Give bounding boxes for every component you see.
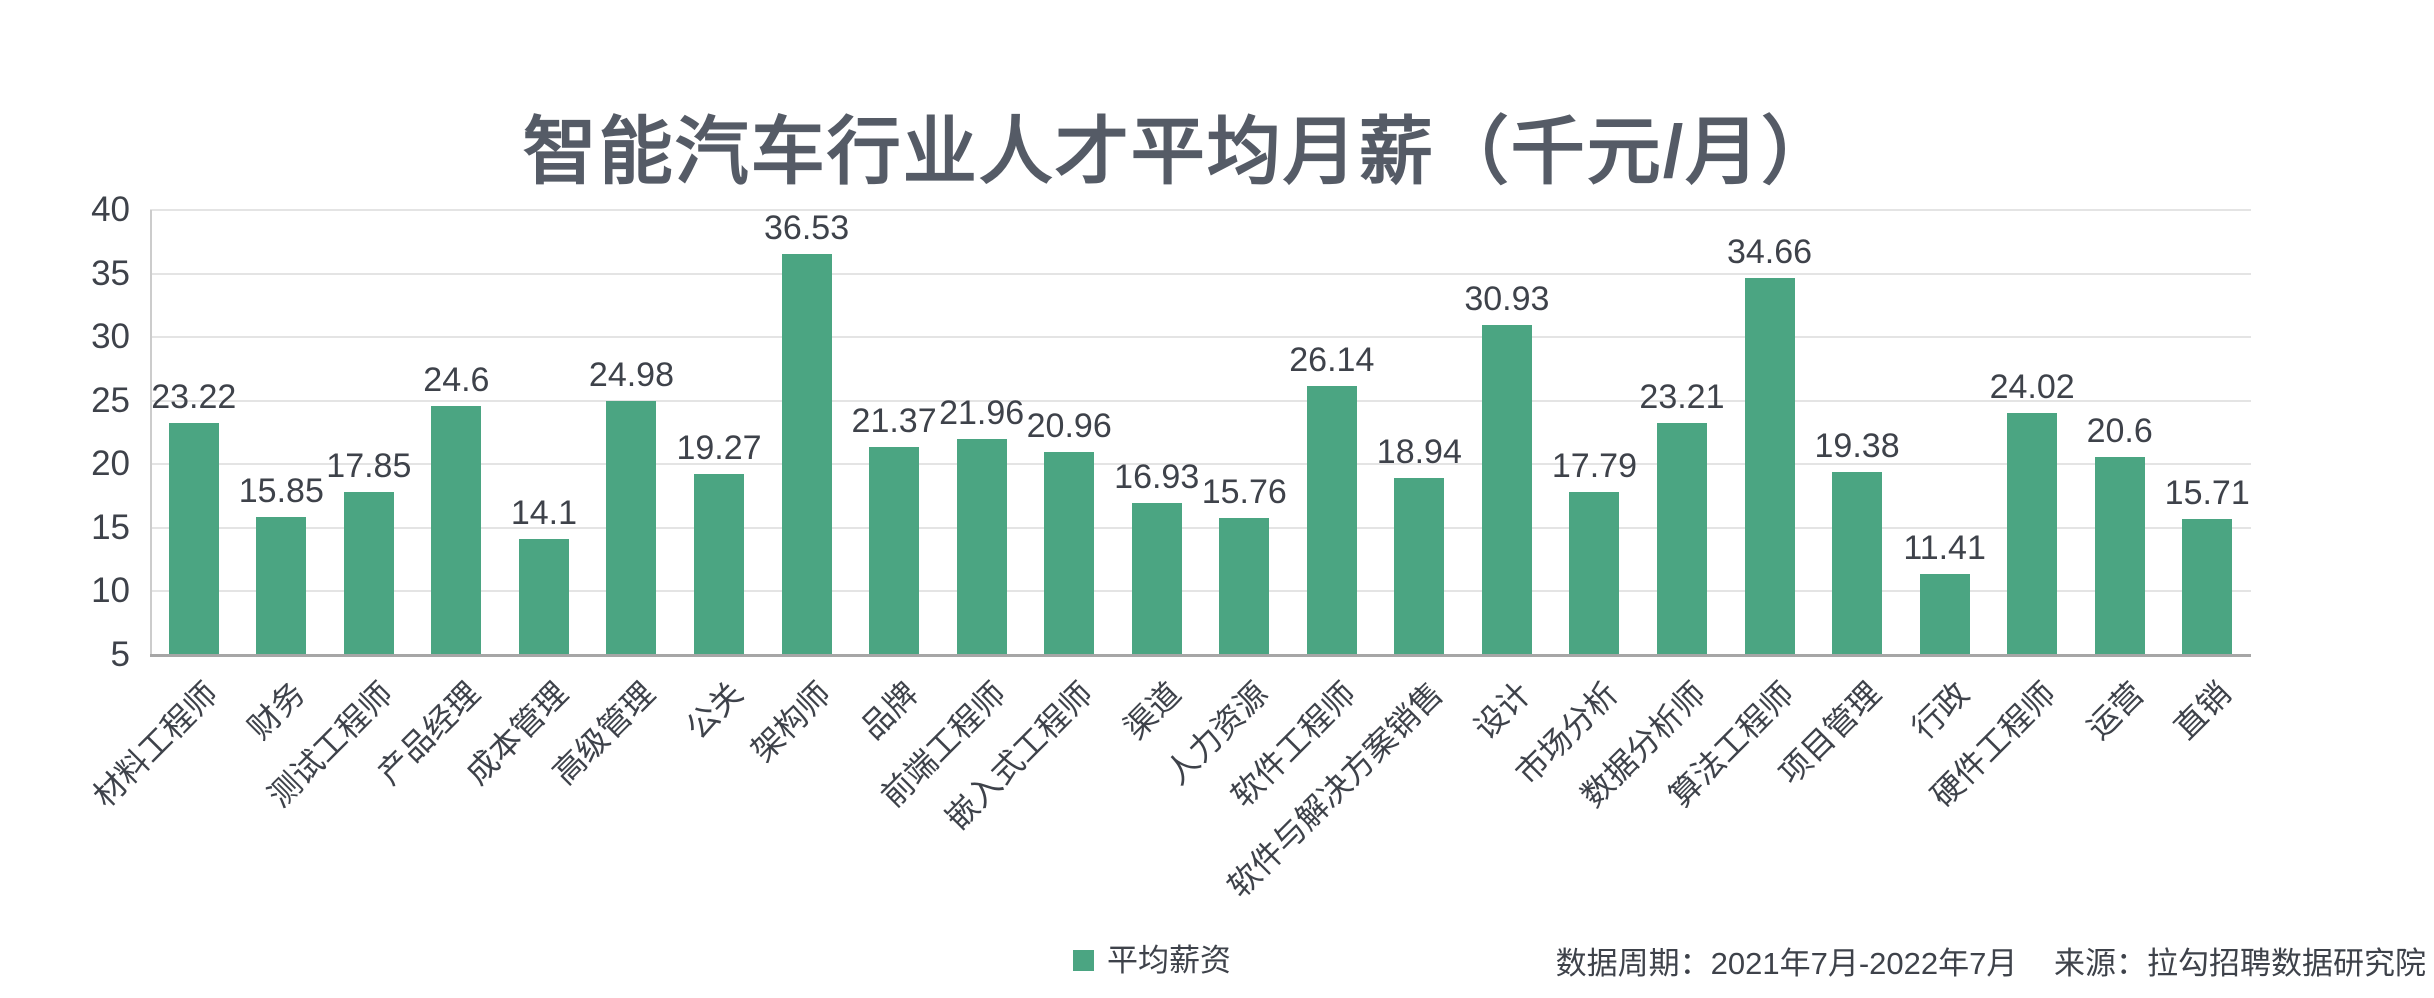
data-period-text: 数据周期：2021年7月-2022年7月 xyxy=(1555,946,2018,981)
bar[interactable] xyxy=(343,491,394,655)
y-axis-tick-label: 35 xyxy=(91,253,130,293)
bar[interactable] xyxy=(1306,386,1357,655)
bar-value-label: 17.85 xyxy=(326,446,412,485)
bar-value-label: 34.66 xyxy=(1726,232,1813,271)
bar[interactable] xyxy=(2094,456,2145,655)
bar-value-label: 20.96 xyxy=(1026,407,1112,446)
bar[interactable] xyxy=(518,539,569,655)
bar[interactable] xyxy=(1131,503,1182,655)
y-axis-tick-label: 40 xyxy=(91,190,130,229)
y-axis-tick-label: 25 xyxy=(91,380,130,420)
bar[interactable] xyxy=(431,405,482,655)
legend-label: 平均薪资 xyxy=(1107,943,1231,978)
bar[interactable] xyxy=(1832,472,1883,655)
gridline xyxy=(150,209,2251,211)
gridline xyxy=(150,526,2251,529)
x-axis-label: 直销 xyxy=(2167,675,2238,747)
bar[interactable] xyxy=(1744,277,1795,655)
bar-value-label: 36.53 xyxy=(764,209,850,248)
y-axis-tick-label: 20 xyxy=(91,444,130,484)
bar-value-label: 24.6 xyxy=(423,360,490,399)
x-axis-label: 运营 xyxy=(2079,675,2151,747)
gridline xyxy=(150,463,2251,466)
bar-value-label: 15.76 xyxy=(1201,473,1287,512)
bar-value-label: 16.93 xyxy=(1114,458,1200,497)
bar[interactable] xyxy=(1656,423,1707,655)
bar-value-label: 15.71 xyxy=(2164,473,2250,512)
x-axis-line xyxy=(150,654,2251,657)
bar-value-label: 19.38 xyxy=(1814,427,1900,466)
bar-value-label: 19.27 xyxy=(676,428,762,467)
bar[interactable] xyxy=(168,423,219,655)
bar[interactable] xyxy=(694,473,745,655)
chart-footnote: 数据周期：2021年7月-2022年7月 来源：拉勾招聘数据研究院 xyxy=(1556,938,2426,983)
bar-value-label: 24.98 xyxy=(588,355,675,394)
bar-value-label: 14.1 xyxy=(510,494,578,533)
bar[interactable] xyxy=(606,400,657,655)
bar-value-label: 24.02 xyxy=(1989,368,2075,407)
y-axis-tick-label: 5 xyxy=(110,635,130,674)
bar[interactable] xyxy=(869,446,920,655)
x-axis-label: 品牌 xyxy=(854,675,925,747)
gridline xyxy=(150,399,2251,402)
data-source-text: 来源：拉勾招聘数据研究院 xyxy=(2054,946,2426,981)
gridline xyxy=(150,590,2251,593)
chart-title: 智能汽车行业人才平均月薪（千元/月） xyxy=(522,110,1838,193)
bar-value-label: 21.96 xyxy=(939,394,1025,433)
bar[interactable] xyxy=(1481,325,1532,655)
bar-value-label: 11.41 xyxy=(1903,528,1986,567)
gridline xyxy=(150,336,2251,339)
bar-value-label: 30.93 xyxy=(1464,280,1550,319)
gridline xyxy=(150,272,2251,275)
legend-swatch-icon xyxy=(1073,950,1094,971)
x-axis-label: 架构师 xyxy=(743,675,838,769)
y-axis-tick-label: 30 xyxy=(91,317,130,357)
bar-value-label: 20.6 xyxy=(2086,411,2153,450)
x-axis-label: 材料工程师 xyxy=(85,675,225,814)
bar-value-label: 21.37 xyxy=(851,401,937,440)
x-axis-label: 设计 xyxy=(1466,675,1538,747)
bar[interactable] xyxy=(2182,518,2233,655)
bar[interactable] xyxy=(2007,413,2058,655)
bar-value-label: 23.21 xyxy=(1639,378,1725,417)
bar[interactable] xyxy=(1044,452,1095,655)
x-axis-label: 渠道 xyxy=(1116,675,1188,747)
bar[interactable] xyxy=(1219,518,1270,655)
legend-item-average-salary[interactable]: 平均薪资 xyxy=(1073,945,1231,976)
bar[interactable] xyxy=(1394,477,1445,655)
bar[interactable] xyxy=(1569,492,1620,655)
bar[interactable] xyxy=(256,517,307,655)
x-axis-label: 财务 xyxy=(241,675,313,747)
bar[interactable] xyxy=(781,254,832,655)
y-axis-tick-label: 15 xyxy=(91,507,130,547)
bar-value-label: 15.85 xyxy=(238,472,324,511)
bar-value-label: 17.79 xyxy=(1551,447,1637,486)
bar[interactable] xyxy=(1919,573,1970,655)
bar-value-label: 18.94 xyxy=(1376,432,1462,471)
y-axis-line xyxy=(150,210,152,655)
bar-value-label: 23.22 xyxy=(151,378,237,417)
bar-value-label: 26.14 xyxy=(1289,341,1375,380)
bar[interactable] xyxy=(956,439,1007,655)
y-axis-tick-label: 10 xyxy=(91,571,130,611)
x-axis-label: 行政 xyxy=(1904,675,1976,747)
x-axis-label: 公关 xyxy=(679,675,750,747)
